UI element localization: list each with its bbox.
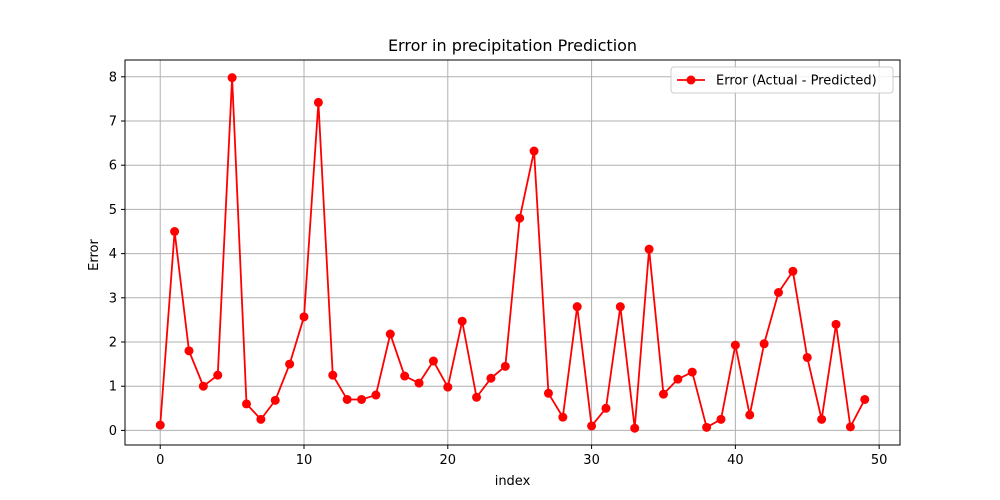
x-tick-label: 30: [583, 453, 600, 468]
data-point: [543, 388, 553, 398]
data-point: [515, 213, 525, 223]
data-point: [802, 352, 812, 362]
data-point: [587, 421, 597, 431]
data-point: [428, 356, 438, 366]
y-tick-label: 5: [109, 203, 117, 218]
data-point: [658, 389, 668, 399]
y-tick-label: 2: [109, 336, 117, 351]
series-line: [159, 76, 866, 430]
data-point: [270, 395, 280, 405]
y-tick-label: 4: [109, 247, 117, 262]
data-point: [601, 403, 611, 413]
data-point: [227, 73, 237, 83]
data-point: [788, 266, 798, 276]
data-point: [702, 422, 712, 432]
data-point: [500, 361, 510, 371]
data-point: [644, 244, 654, 254]
data-point: [285, 359, 295, 369]
data-point: [256, 414, 266, 424]
data-point: [817, 414, 827, 424]
data-point: [241, 399, 251, 409]
data-point: [385, 329, 395, 339]
data-point: [730, 340, 740, 350]
x-tick-label: 50: [871, 453, 888, 468]
y-tick-label: 0: [109, 424, 117, 439]
data-point: [759, 339, 769, 349]
y-tick-label: 6: [109, 159, 117, 174]
data-point: [529, 146, 539, 156]
data-point: [299, 312, 309, 322]
data-point: [630, 423, 640, 433]
x-tick-label: 40: [727, 453, 744, 468]
y-axis-label: Error: [87, 239, 102, 271]
y-tick-label: 3: [109, 291, 117, 306]
data-point: [845, 422, 855, 432]
data-point: [687, 367, 697, 377]
x-tick-label: 0: [156, 453, 164, 468]
data-point: [615, 302, 625, 312]
data-point: [572, 302, 582, 312]
y-tick-label: 1: [109, 380, 117, 395]
plot-area: [124, 59, 901, 446]
data-point: [443, 382, 453, 392]
legend-label: Error (Actual - Predicted): [716, 74, 877, 89]
data-point: [414, 378, 424, 388]
data-point: [342, 394, 352, 404]
legend-box: [670, 66, 894, 94]
data-point: [716, 414, 726, 424]
data-point: [371, 390, 381, 400]
data-point: [357, 394, 367, 404]
series-error: [155, 73, 870, 433]
data-point: [155, 420, 165, 430]
data-point: [400, 371, 410, 381]
data-point: [745, 410, 755, 420]
data-point: [774, 288, 784, 298]
x-tick-label: 10: [296, 453, 313, 468]
data-point: [860, 394, 870, 404]
grid-lines: [125, 60, 900, 445]
data-point: [457, 316, 467, 326]
data-point: [170, 227, 180, 237]
y-tick-label: 7: [109, 114, 117, 129]
data-point: [198, 381, 208, 391]
chart-title: Error in precipitation Prediction: [388, 36, 637, 55]
legend-marker-swatch: [686, 75, 696, 85]
data-point: [673, 374, 683, 384]
data-point: [558, 412, 568, 422]
data-point: [328, 370, 338, 380]
data-point: [472, 392, 482, 402]
y-tick-label: 8: [109, 70, 117, 85]
x-axis-label: index: [495, 474, 531, 489]
axis-ticks: 0 10 20 30 40 50 0 1 2 3 4 5 6 7 8: [109, 70, 888, 468]
data-point: [184, 346, 194, 356]
data-point: [213, 370, 223, 380]
data-point: [313, 97, 323, 107]
data-point: [486, 373, 496, 383]
x-tick-label: 20: [440, 453, 457, 468]
data-point: [831, 319, 841, 329]
legend: Error (Actual - Predicted): [670, 66, 894, 94]
